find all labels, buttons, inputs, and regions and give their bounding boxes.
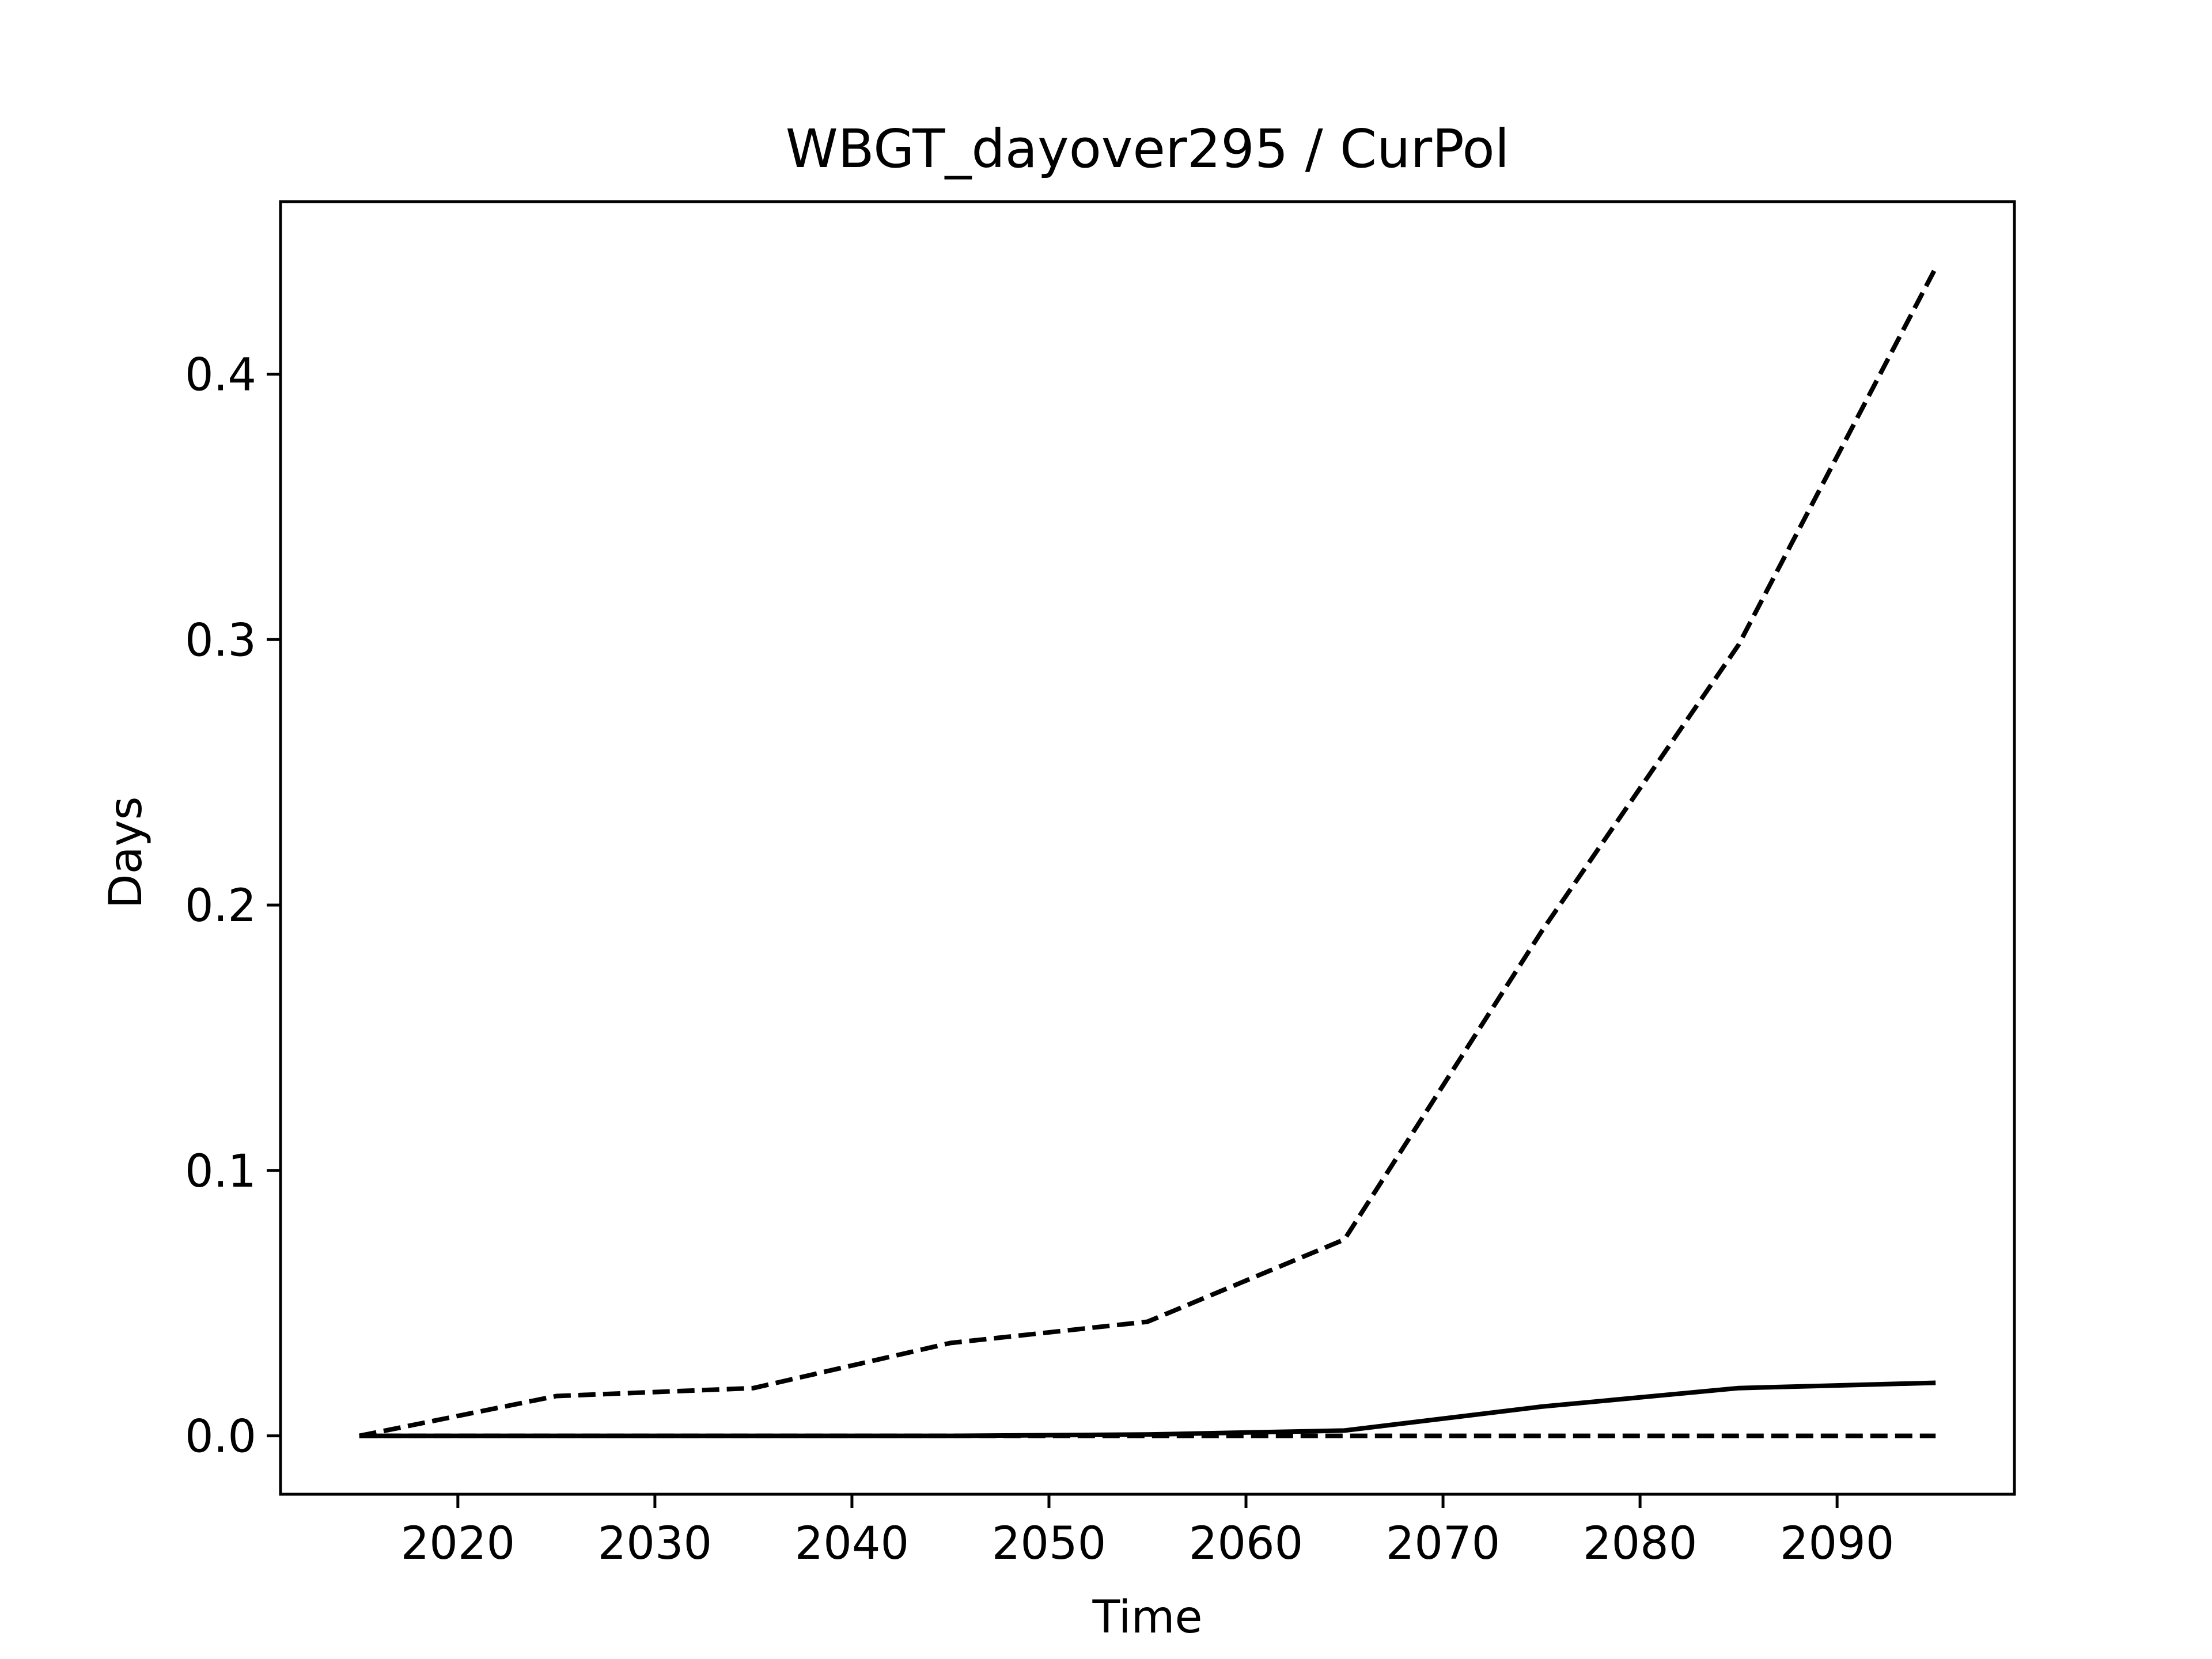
series-group	[359, 267, 1938, 1438]
y-tick-label: 0.1	[185, 1146, 256, 1198]
y-axis-label: Days	[100, 797, 152, 909]
y-tick-label: 0.3	[185, 615, 256, 666]
x-tick-label: 2060	[1189, 1518, 1304, 1570]
x-tick-label: 2050	[992, 1518, 1107, 1570]
series-line-1-dashed	[359, 267, 1938, 1438]
x-tick-label: 2040	[795, 1518, 910, 1570]
x-axis: 2020 2030 2040 2050 2060 2070 2080 2090	[401, 1494, 1895, 1570]
plot-frame	[279, 200, 2016, 1496]
y-tick-label: 0.0	[185, 1411, 256, 1463]
y-tick-label: 0.4	[185, 350, 256, 402]
x-tick-label: 2030	[598, 1518, 713, 1570]
x-tick-label: 2070	[1386, 1518, 1501, 1570]
x-tick-label: 2090	[1780, 1518, 1895, 1570]
y-axis: 0.0 0.1 0.2 0.3 0.4	[185, 350, 281, 1463]
y-tick-label: 0.2	[185, 880, 256, 932]
chart-title: WBGT_dayover295 / CurPol	[786, 118, 1510, 180]
x-axis-label: Time	[1092, 1592, 1203, 1643]
x-tick-label: 2020	[401, 1518, 516, 1570]
x-tick-label: 2080	[1583, 1518, 1698, 1570]
